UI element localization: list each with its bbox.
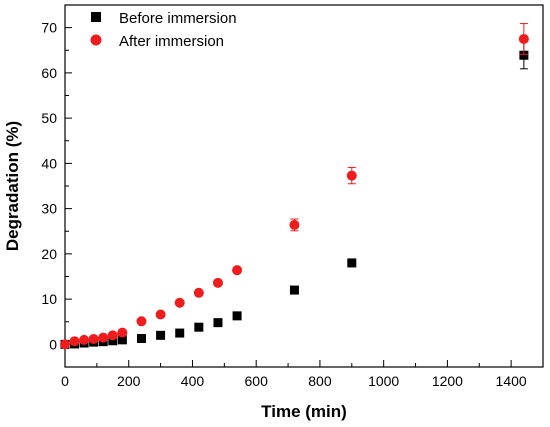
y-tick-label: 50 bbox=[41, 110, 57, 126]
before-point bbox=[347, 258, 357, 268]
after-point bbox=[79, 334, 90, 345]
after-point bbox=[107, 330, 118, 341]
after-point bbox=[98, 332, 109, 343]
after-point bbox=[289, 219, 300, 230]
x-tick-label: 1400 bbox=[496, 373, 527, 389]
y-tick-label: 70 bbox=[41, 20, 57, 36]
before-point bbox=[156, 330, 166, 340]
before-point bbox=[117, 335, 127, 345]
x-tick-label: 400 bbox=[181, 373, 205, 389]
y-tick-label: 10 bbox=[41, 291, 57, 307]
y-tick-label: 30 bbox=[41, 201, 57, 217]
y-tick-labels: 0 10 20 30 40 50 60 70 bbox=[41, 20, 57, 353]
after-point bbox=[88, 333, 99, 344]
x-tick-labels: 0 200 400 600 800 1000 1200 1400 bbox=[61, 373, 527, 389]
before-point bbox=[213, 318, 223, 328]
legend-marker-after bbox=[90, 34, 102, 46]
plot-frame bbox=[64, 4, 544, 368]
after-point bbox=[136, 316, 147, 327]
after-point bbox=[346, 170, 357, 181]
after-point bbox=[518, 33, 529, 44]
y-tick-label: 60 bbox=[41, 65, 57, 81]
after-point bbox=[212, 277, 223, 288]
x-tick-label: 1000 bbox=[368, 373, 399, 389]
x-tick-label: 800 bbox=[308, 373, 332, 389]
y-tick-label: 20 bbox=[41, 246, 57, 262]
y-tick-label: 0 bbox=[49, 336, 57, 352]
after-point bbox=[60, 339, 70, 350]
legend-marker-before bbox=[91, 12, 101, 22]
axis-ticks bbox=[64, 4, 544, 368]
data-markers bbox=[60, 23, 529, 350]
x-tick-label: 0 bbox=[61, 373, 69, 389]
legend-label-after: After immersion bbox=[119, 33, 224, 50]
after-point bbox=[69, 336, 80, 347]
y-axis-title: Degradation (%) bbox=[3, 121, 22, 251]
before-point bbox=[108, 336, 118, 346]
x-tick-label: 1200 bbox=[432, 373, 463, 389]
before-point bbox=[519, 50, 529, 60]
before-point bbox=[136, 333, 146, 343]
before-point bbox=[194, 322, 204, 332]
x-tick-label: 200 bbox=[117, 373, 141, 389]
before-point bbox=[289, 285, 299, 295]
legend: Before immersion After immersion bbox=[90, 10, 237, 50]
legend-label-before: Before immersion bbox=[119, 10, 237, 27]
after-point bbox=[117, 327, 128, 338]
after-point bbox=[174, 297, 185, 308]
before-point bbox=[232, 311, 242, 321]
after-point bbox=[193, 287, 204, 298]
x-axis-title: Time (min) bbox=[261, 402, 347, 421]
before-point bbox=[175, 328, 185, 338]
x-tick-label: 600 bbox=[245, 373, 269, 389]
y-tick-label: 40 bbox=[41, 155, 57, 171]
after-point bbox=[155, 309, 166, 320]
after-point bbox=[232, 265, 243, 276]
